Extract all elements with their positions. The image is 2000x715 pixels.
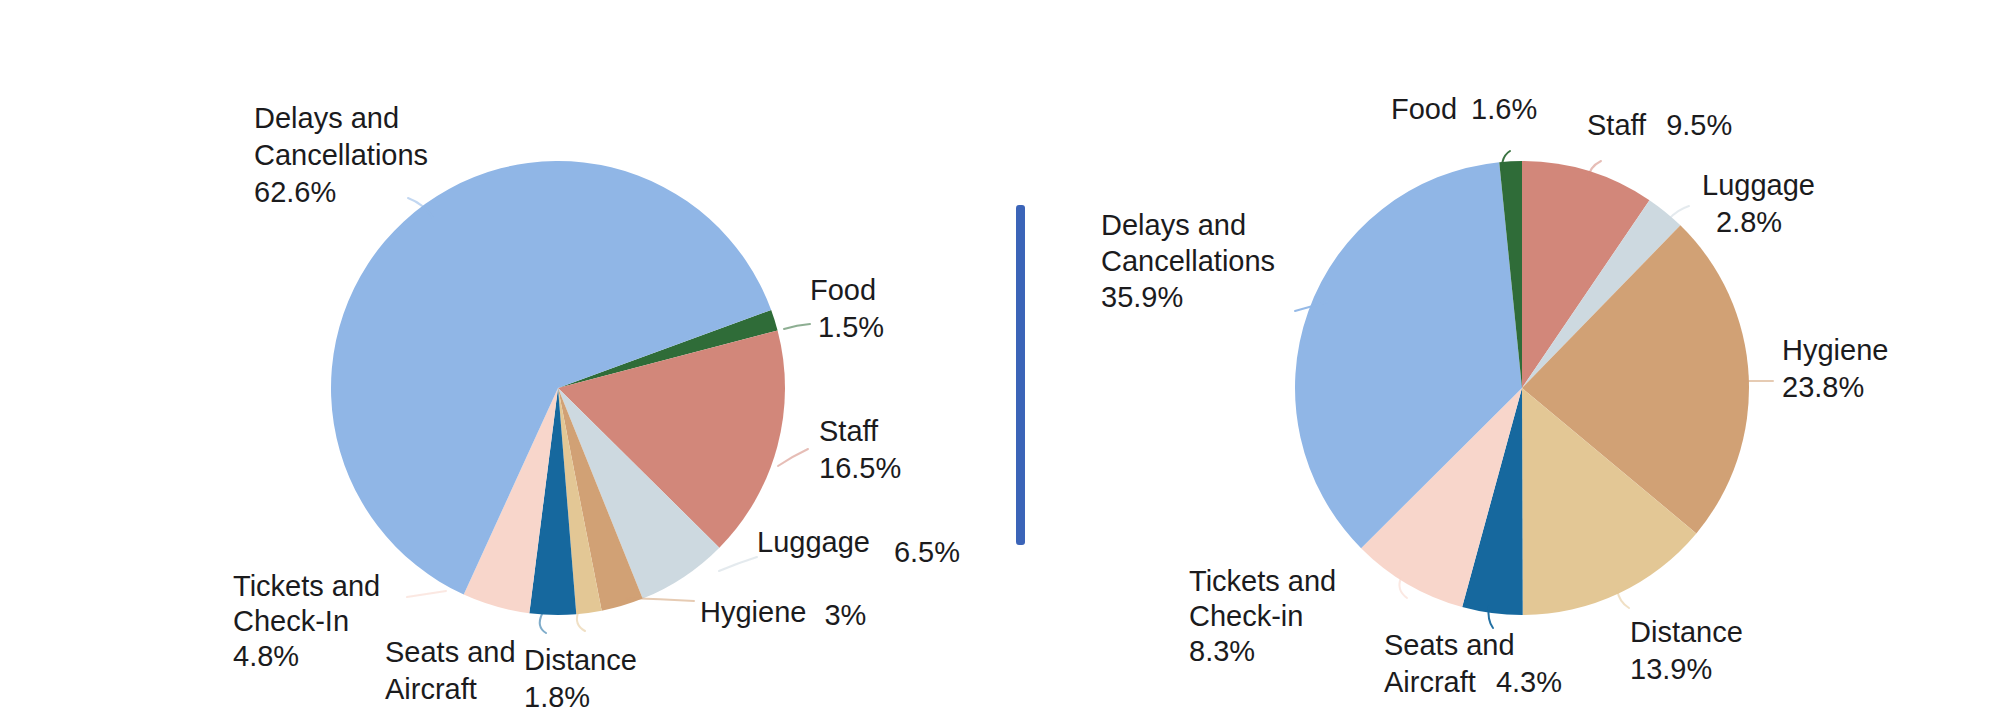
- label-pct: 2.8%: [1702, 204, 1815, 241]
- label-delays-right: Delays and Cancellations 35.9%: [1101, 207, 1275, 315]
- leader-line-luggage-left: [719, 557, 757, 571]
- label-pct: 62.6%: [254, 174, 428, 211]
- label-pct: 16.5%: [819, 450, 901, 487]
- label-distance-right: Distance 13.9%: [1630, 614, 1743, 688]
- leader-line-staff-left: [778, 449, 808, 466]
- label-pct: 35.9%: [1101, 279, 1275, 315]
- label-staff-right: Staff 9.5%: [1587, 107, 1732, 144]
- label-food-right: Food 1.6%: [1391, 91, 1537, 128]
- label-food-left: Food 1.5%: [810, 272, 884, 346]
- label-text: Delays and: [1101, 207, 1275, 243]
- label-seats-left: Seats and Aircraft: [385, 634, 516, 708]
- label-text: Luggage: [757, 524, 870, 561]
- label-text: Staff: [819, 413, 901, 450]
- leader-line-distance-left: [577, 613, 585, 631]
- label-pct: 9.5%: [1666, 107, 1732, 144]
- label-text: Seats and: [385, 634, 516, 671]
- label-text: Seats and: [1384, 627, 1562, 664]
- label-hygiene-right: Hygiene 23.8%: [1782, 332, 1888, 406]
- label-pct: 1.8%: [524, 679, 637, 715]
- label-text: Distance: [524, 642, 637, 679]
- label-pct: 23.8%: [1782, 369, 1888, 406]
- label-pct: 8.3%: [1189, 634, 1336, 669]
- label-text: Food: [810, 272, 884, 309]
- label-pct: 1.5%: [810, 309, 884, 346]
- label-distance-left: Distance 1.8%: [524, 642, 637, 715]
- label-text: Aircraft: [1384, 666, 1476, 698]
- label-text: Staff: [1587, 107, 1646, 144]
- label-seats-right: Seats and Aircraft 4.3%: [1384, 627, 1562, 701]
- left-pie: [331, 161, 785, 615]
- label-pct: 6.5%: [894, 534, 960, 571]
- label-delays-left: Delays and Cancellations 62.6%: [254, 100, 428, 211]
- label-text: Luggage: [1702, 167, 1815, 204]
- label-pct: 3%: [824, 597, 866, 634]
- leader-line-seats-left: [540, 614, 546, 633]
- label-luggage-left: Luggage 6.5%: [757, 524, 960, 561]
- label-pct: 4.3%: [1496, 666, 1562, 698]
- label-staff-left: Staff 16.5%: [819, 413, 901, 487]
- label-pct: 13.9%: [1630, 651, 1743, 688]
- label-hygiene-left: Hygiene 3%: [700, 594, 866, 631]
- label-tickets-left: Tickets and Check-In 4.8%: [233, 569, 380, 674]
- label-text: Cancellations: [1101, 243, 1275, 279]
- leader-line-food-left: [784, 324, 810, 329]
- label-luggage-right: Luggage 2.8%: [1702, 167, 1815, 241]
- dual-pie-infographic: Delays and Cancellations 62.6% Food 1.5%…: [0, 0, 2000, 715]
- label-text: Food: [1391, 91, 1457, 128]
- divider-line: [1016, 205, 1025, 545]
- label-pct: 4.8%: [233, 639, 380, 674]
- label-text: Delays and: [254, 100, 428, 137]
- label-text: Distance: [1630, 614, 1743, 651]
- label-text: Check-in: [1189, 599, 1336, 634]
- label-text: Aircraft: [385, 671, 516, 708]
- label-pct: 1.6%: [1471, 91, 1537, 128]
- label-text: Cancellations: [254, 137, 428, 174]
- label-tickets-right: Tickets and Check-in 8.3%: [1189, 564, 1336, 669]
- label-text: Tickets and: [233, 569, 380, 604]
- leader-line-tickets-left: [407, 591, 446, 597]
- label-text: Hygiene: [1782, 332, 1888, 369]
- leader-line-luggage-right: [1669, 206, 1689, 219]
- label-text: Tickets and: [1189, 564, 1336, 599]
- label-text: Hygiene: [700, 594, 806, 631]
- right-pie: [1295, 161, 1749, 615]
- label-text: Check-In: [233, 604, 380, 639]
